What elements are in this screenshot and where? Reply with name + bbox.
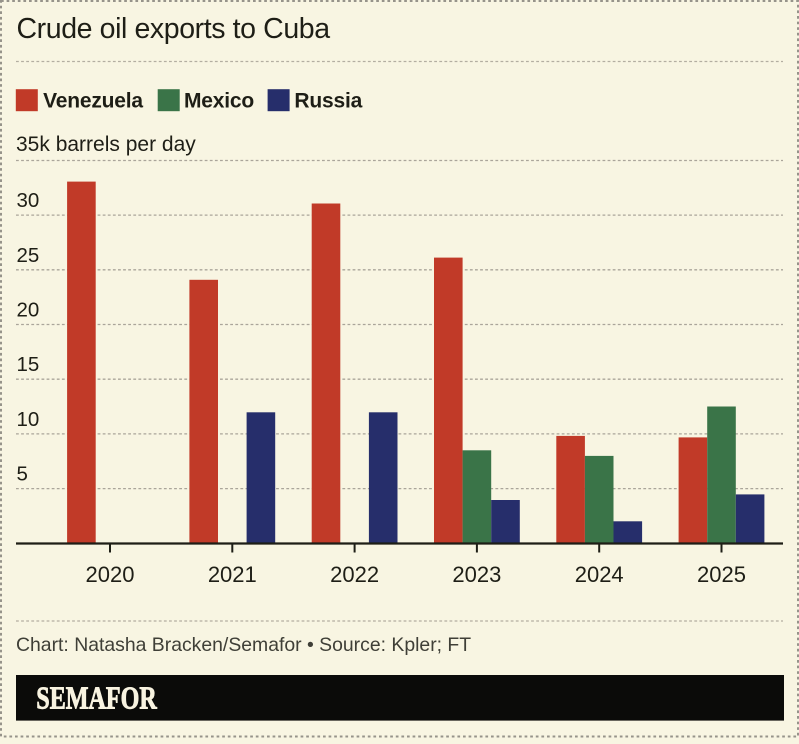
svg-text:Mexico: Mexico <box>184 90 254 113</box>
svg-text:20: 20 <box>17 299 40 322</box>
svg-text:SEMAFOR: SEMAFOR <box>36 680 157 716</box>
svg-text:Russia: Russia <box>294 90 362 113</box>
svg-text:2025: 2025 <box>697 562 746 587</box>
svg-text:2021: 2021 <box>208 562 257 587</box>
svg-text:Venezuela: Venezuela <box>43 90 143 113</box>
svg-text:35k barrels per day: 35k barrels per day <box>16 133 196 156</box>
svg-text:25: 25 <box>17 244 40 267</box>
svg-text:Crude oil exports to Cuba: Crude oil exports to Cuba <box>17 13 331 45</box>
svg-text:2022: 2022 <box>330 562 379 587</box>
svg-text:10: 10 <box>17 408 40 431</box>
svg-text:5: 5 <box>17 463 28 486</box>
svg-text:2023: 2023 <box>452 562 501 587</box>
svg-text:30: 30 <box>17 189 40 212</box>
svg-text:2024: 2024 <box>575 562 624 587</box>
svg-text:Chart: Natasha Bracken/Semafor: Chart: Natasha Bracken/Semafor • Source:… <box>16 634 471 656</box>
svg-text:2020: 2020 <box>86 562 135 587</box>
svg-text:15: 15 <box>17 353 40 376</box>
